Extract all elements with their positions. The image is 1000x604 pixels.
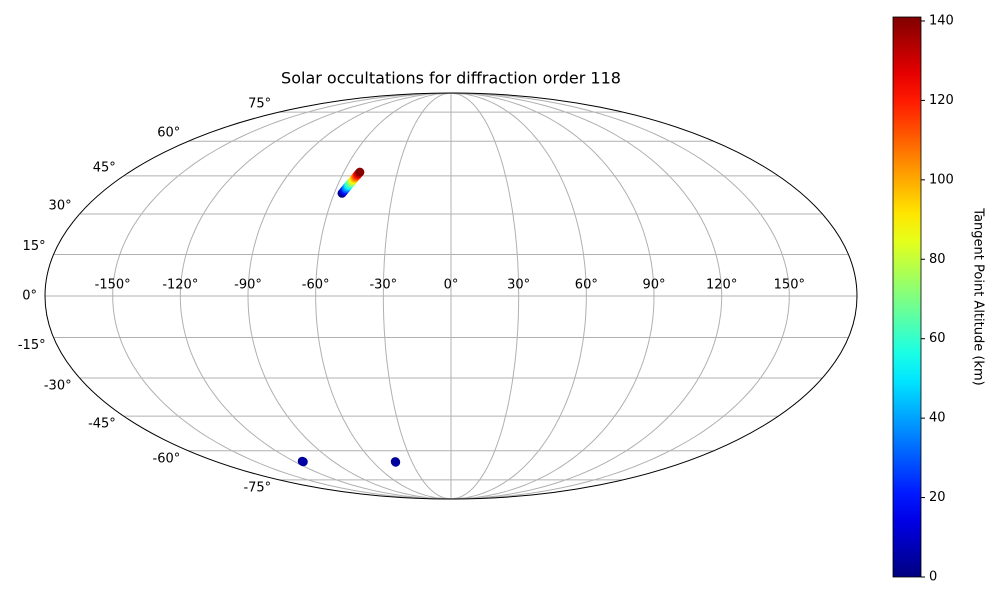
map-border — [44, 92, 858, 500]
y-tick-label: -60° — [153, 451, 181, 466]
x-tick-label: -150° — [95, 278, 131, 293]
colorbar-tick-label: 40 — [929, 411, 946, 426]
colorbar-tick-label: 60 — [929, 331, 946, 346]
colorbar-tick-label: 80 — [929, 252, 946, 267]
y-tick-label: -15° — [18, 338, 46, 353]
colorbar-tick-label: 0 — [929, 570, 937, 585]
x-tick-label: 0° — [444, 278, 459, 293]
colorbar-tick-label: 100 — [929, 172, 954, 187]
x-tick-label: 90° — [642, 278, 665, 293]
chart-title: Solar occultations for diffraction order… — [281, 69, 621, 88]
point — [298, 457, 308, 467]
x-tick-label: -30° — [369, 278, 397, 293]
x-tick-label: -90° — [234, 278, 262, 293]
colorbar-tick-label: 120 — [929, 93, 954, 108]
y-tick-label: 60° — [157, 126, 180, 141]
y-tick-label: 30° — [49, 198, 72, 213]
y-tick-label: -30° — [44, 379, 72, 394]
colorbar — [892, 16, 922, 578]
y-tick-label: 75° — [248, 97, 271, 112]
x-tick-label: 150° — [774, 278, 805, 293]
y-tick-label: 0° — [22, 289, 37, 304]
point — [355, 167, 365, 177]
y-tick-label: 15° — [23, 239, 46, 254]
point — [391, 457, 401, 467]
y-tick-label: -75° — [243, 480, 271, 495]
x-tick-label: -120° — [162, 278, 198, 293]
x-tick-label: -60° — [302, 278, 330, 293]
y-tick-label: -45° — [88, 417, 116, 432]
x-tick-label: 30° — [507, 278, 530, 293]
colorbar-tick-label: 20 — [929, 490, 946, 505]
colorbar-tick-label: 140 — [929, 13, 954, 28]
colorbar-label: Tangent Point Altitude (km) — [971, 207, 986, 385]
x-tick-label: 120° — [706, 278, 737, 293]
y-tick-label: 45° — [93, 160, 116, 175]
x-tick-label: 60° — [575, 278, 598, 293]
